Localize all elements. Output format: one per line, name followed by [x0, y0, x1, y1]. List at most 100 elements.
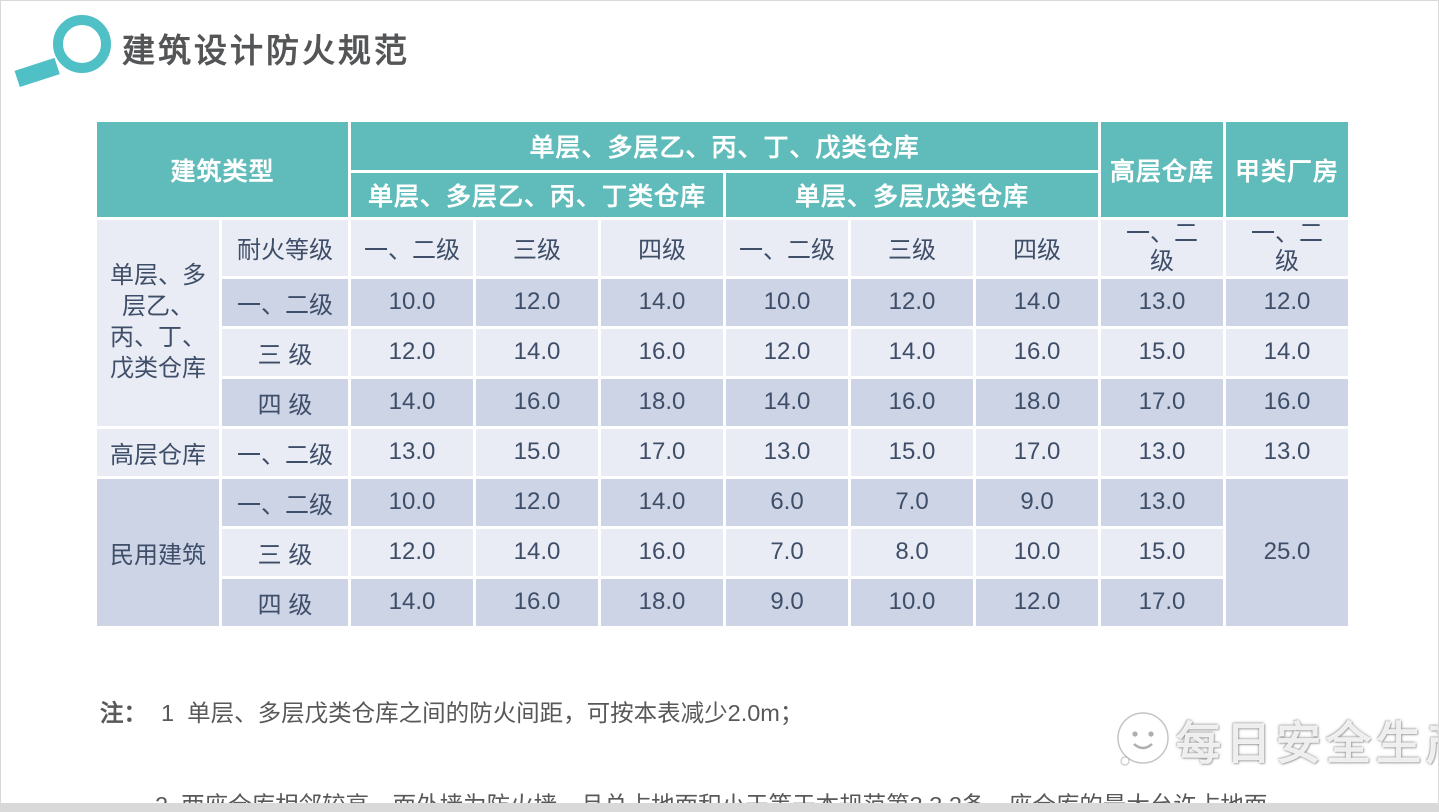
- logo-eye: [1148, 731, 1154, 737]
- logo-bubble: [1120, 756, 1130, 766]
- table-cell: 16.0: [476, 378, 598, 426]
- table-cell: 10.0: [976, 528, 1098, 576]
- table-cell: 7.0: [851, 478, 973, 526]
- subheader-cell: 四级: [601, 220, 723, 276]
- page-title: 建筑设计防火规范: [122, 32, 410, 69]
- table-cell: 17.0: [601, 428, 723, 476]
- row-label: 三 级: [222, 528, 348, 576]
- note-label: 注：: [100, 700, 147, 726]
- subheader-cell: 一、二级: [726, 220, 848, 276]
- table-cell: 12.0: [1226, 278, 1348, 326]
- table-cell: 8.0: [851, 528, 973, 576]
- subheader-cell-text: 一、二级: [1126, 220, 1198, 275]
- subheader-cell: 一、二级: [1101, 220, 1223, 276]
- table-row: 三 级 12.0 14.0 16.0 7.0 8.0 10.0 15.0: [97, 528, 1348, 576]
- note-1-text: 1 单层、多层戊类仓库之间的防火间距，可按本表减少2.0m；: [161, 700, 804, 726]
- header-row-1: 建筑类型 单层、多层乙、丙、丁、戊类仓库 高层仓库 甲类厂房: [97, 122, 1348, 217]
- table-cell: 13.0: [1226, 428, 1348, 476]
- table-cell: 10.0: [351, 478, 473, 526]
- col-header-class-a-factory: 甲类厂房: [1226, 122, 1348, 217]
- table-cell: 14.0: [1226, 328, 1348, 376]
- note-line: 注： 1 单层、多层戊类仓库之间的防火间距，可按本表减少2.0m；: [100, 699, 1362, 728]
- table-cell: 14.0: [476, 528, 598, 576]
- table-cell: 14.0: [851, 328, 973, 376]
- fire-separation-table: 建筑类型 单层、多层乙、丙、丁、戊类仓库 高层仓库 甲类厂房 单层、多层乙、丙、…: [94, 119, 1351, 629]
- logo-mouth: [1133, 743, 1153, 750]
- watermark-logo-icon: [1117, 712, 1169, 766]
- slide-bottom-bar: [0, 803, 1439, 812]
- table-cell: 12.0: [351, 528, 473, 576]
- table-cell: 12.0: [476, 478, 598, 526]
- col-header-storage-e: 单层、多层戊类仓库: [726, 173, 1098, 217]
- table-cell: 15.0: [851, 428, 973, 476]
- table-cell: 14.0: [601, 478, 723, 526]
- row-group-label-highrise: 高层仓库: [97, 428, 219, 476]
- row-label: 三 级: [222, 328, 348, 376]
- col-header-storage-all: 单层、多层乙、丙、丁、戊类仓库: [351, 122, 1098, 170]
- table-cell: 14.0: [351, 378, 473, 426]
- table-cell: 10.0: [726, 278, 848, 326]
- col-header-highrise-storage: 高层仓库: [1101, 122, 1223, 217]
- row-group-label-storage: 单层、多层乙、丙、丁、戊类仓库: [97, 220, 219, 426]
- magnifier-handle: [14, 57, 60, 88]
- row-label: 四 级: [222, 378, 348, 426]
- table-cell: 12.0: [976, 578, 1098, 626]
- table-cell: 13.0: [1101, 428, 1223, 476]
- table-cell: 16.0: [476, 578, 598, 626]
- subheader-fire-rating: 耐火等级: [222, 220, 348, 276]
- watermark: 每日安全生产: [1112, 706, 1439, 772]
- table-row: 一、二级 10.0 12.0 14.0 10.0 12.0 14.0 13.0 …: [97, 278, 1348, 326]
- magnifier-icon: [14, 15, 111, 88]
- logo-eye: [1132, 731, 1138, 737]
- table-cell: 7.0: [726, 528, 848, 576]
- table-row: 民用建筑 一、二级 10.0 12.0 14.0 6.0 7.0 9.0 13.…: [97, 478, 1348, 626]
- table-cell: 15.0: [1101, 328, 1223, 376]
- table-cell-merged: 25.0: [1226, 478, 1348, 626]
- col-header-building-type: 建筑类型: [97, 122, 348, 217]
- table-cell: 13.0: [1101, 278, 1223, 326]
- watermark-text: 每日安全生产: [1176, 717, 1439, 769]
- table-cell: 6.0: [726, 478, 848, 526]
- table-cell: 14.0: [476, 328, 598, 376]
- table-cell: 16.0: [1226, 378, 1348, 426]
- table-cell: 18.0: [976, 378, 1098, 426]
- table-row: 高层仓库 一、二级 13.0 15.0 17.0 13.0 15.0 17.0 …: [97, 428, 1348, 476]
- table-cell: 13.0: [726, 428, 848, 476]
- col-header-storage-bcd: 单层、多层乙、丙、丁类仓库: [351, 173, 723, 217]
- table-cell: 14.0: [601, 278, 723, 326]
- table-cell: 12.0: [851, 278, 973, 326]
- row-label: 四 级: [222, 578, 348, 626]
- table-cell: 17.0: [976, 428, 1098, 476]
- table-cell: 18.0: [601, 378, 723, 426]
- subheader-cell: 三级: [476, 220, 598, 276]
- subheader-cell: 三级: [851, 220, 973, 276]
- table-cell: 16.0: [976, 328, 1098, 376]
- magnifier-lens: [53, 15, 111, 73]
- table-cell: 17.0: [1101, 378, 1223, 426]
- subheader-cell: 四级: [976, 220, 1098, 276]
- table-cell: 13.0: [1101, 478, 1223, 526]
- table-cell: 14.0: [976, 278, 1098, 326]
- table-row: 四 级 14.0 16.0 18.0 9.0 10.0 12.0 17.0: [97, 578, 1348, 626]
- table-cell: 12.0: [726, 328, 848, 376]
- table-cell: 12.0: [476, 278, 598, 326]
- subheader-cell: 一、二级: [351, 220, 473, 276]
- row-group-label-civil: 民用建筑: [97, 478, 219, 626]
- header-row-2: 单层、多层乙、丙、丁类仓库 单层、多层戊类仓库: [97, 173, 1348, 217]
- logo-circle: [1117, 712, 1169, 764]
- table-cell: 16.0: [601, 528, 723, 576]
- table-cell: 10.0: [851, 578, 973, 626]
- table-cell: 15.0: [476, 428, 598, 476]
- table-cell: 17.0: [1101, 578, 1223, 626]
- table-cell: 9.0: [976, 478, 1098, 526]
- table-cell: 18.0: [601, 578, 723, 626]
- table-row: 三 级 12.0 14.0 16.0 12.0 14.0 16.0 15.0 1…: [97, 328, 1348, 376]
- table-cell: 10.0: [351, 278, 473, 326]
- fire-separation-table-wrap: 建筑类型 单层、多层乙、丙、丁、戊类仓库 高层仓库 甲类厂房 单层、多层乙、丙、…: [94, 119, 1351, 629]
- row-label: 一、二级: [222, 278, 348, 326]
- table-cell: 13.0: [351, 428, 473, 476]
- table-cell: 9.0: [726, 578, 848, 626]
- table-cell: 12.0: [351, 328, 473, 376]
- row-label: 一、二级: [222, 428, 348, 476]
